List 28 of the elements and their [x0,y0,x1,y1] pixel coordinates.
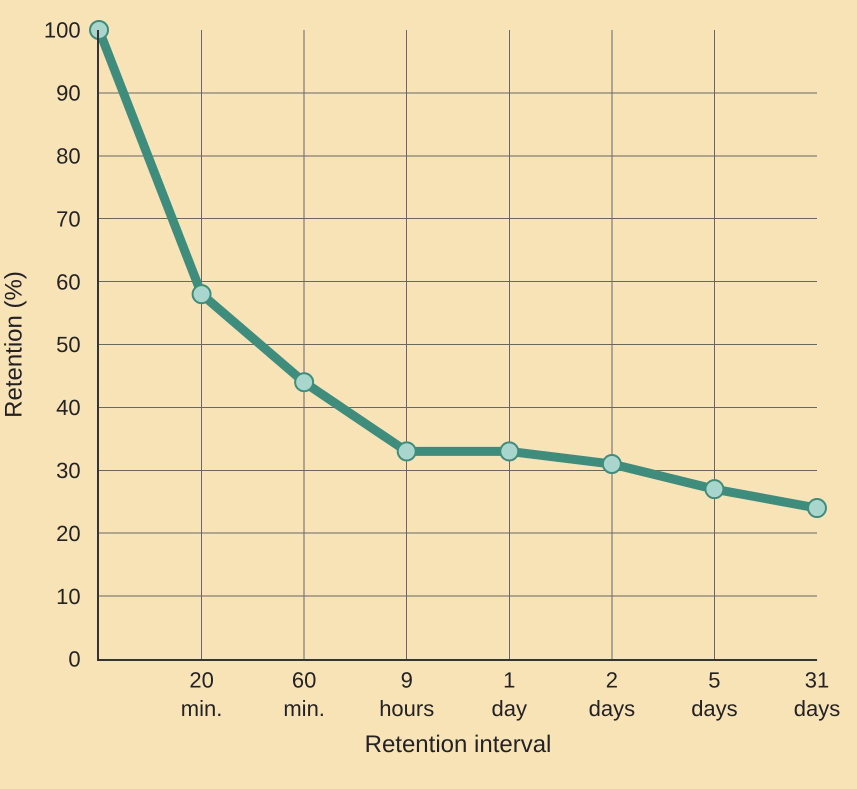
point [602,454,622,474]
y-tick-label: 40 [56,395,81,420]
point [704,479,724,500]
x-tick-label: 1 day [492,667,528,721]
x-tick-label: 9 hours [379,667,434,721]
point [499,441,520,462]
y-tick-label: 10 [56,584,81,609]
y-tick-label: 0 [68,646,81,672]
point [192,284,212,304]
x-tick-label: 60 min. [283,667,325,721]
y-tick-label: 20 [56,520,81,546]
y-tick-label: 100 [44,18,81,43]
point [89,20,109,40]
y-tick-label: 30 [56,458,81,483]
x-tick-label: 5 days [691,667,738,721]
point [294,372,314,392]
point [396,441,417,462]
x-tick-label: 2 days [588,667,636,721]
x-tick-label: 20 min. [180,667,222,721]
y-tick-label: 90 [56,80,81,106]
point [807,498,827,518]
y-tick-label: 70 [56,206,81,232]
y-axis-title: Retention (%) [0,271,28,418]
x-axis-title: Retention interval [364,730,552,758]
y-tick-label: 50 [56,332,81,358]
y-tick-label: 80 [56,144,81,168]
y-tick-label: 60 [56,269,81,294]
x-tick-label: 31 days [794,667,840,721]
